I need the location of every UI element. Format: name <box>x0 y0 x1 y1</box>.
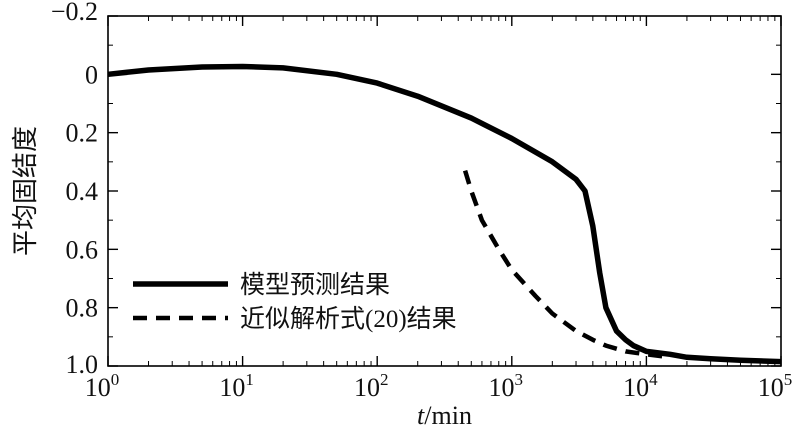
x-tick-exponent: 1 <box>245 370 254 389</box>
series-analytic-line <box>462 169 671 360</box>
x-tick-label: 105 <box>758 370 793 402</box>
x-tick-exponent: 0 <box>111 370 120 389</box>
x-tick-label: 103 <box>489 370 524 402</box>
y-tick-label: 0.4 <box>66 177 99 206</box>
x-axis-label-unit: /min <box>424 401 472 430</box>
legend-label-analytic: 近似解析式(20)结果 <box>240 305 457 333</box>
legend: 模型预测结果 近似解析式(20)结果 <box>133 271 457 333</box>
legend-label-model: 模型预测结果 <box>240 271 390 299</box>
x-tick-exponent: 5 <box>784 370 793 389</box>
x-tick-exponent: 2 <box>380 370 389 389</box>
x-tick-base: 10 <box>354 373 380 402</box>
x-tick-base: 10 <box>623 373 649 402</box>
x-tick-base: 10 <box>489 373 515 402</box>
x-tick-label: 104 <box>623 370 658 402</box>
x-tick-label: 100 <box>85 370 120 402</box>
x-tick-base: 10 <box>85 373 111 402</box>
y-tick-label: 1.0 <box>66 350 99 379</box>
y-tick-labels: −0.2 0 0.2 0.4 0.6 0.8 1.0 <box>51 0 98 379</box>
x-tick-base: 10 <box>758 373 784 402</box>
y-tick-label: 0.2 <box>66 119 99 148</box>
tick-marks <box>107 15 782 367</box>
x-tick-label: 102 <box>354 370 389 402</box>
x-tick-exponent: 4 <box>649 370 658 389</box>
x-axis-label-var: t <box>417 401 425 430</box>
x-axis-label: t/min <box>417 401 472 430</box>
y-tick-label: 0.8 <box>66 294 99 323</box>
y-axis-label: 平均固结度 <box>11 126 40 256</box>
y-tick-label: −0.2 <box>51 0 98 26</box>
series-model-line <box>107 63 782 365</box>
series-layer <box>107 63 782 365</box>
x-tick-label: 101 <box>219 370 254 402</box>
y-tick-label: 0.6 <box>66 235 99 264</box>
x-tick-base: 10 <box>219 373 245 402</box>
x-tick-labels: 100 101 102 103 104 105 <box>85 370 793 402</box>
x-tick-exponent: 3 <box>515 370 524 389</box>
y-tick-label: 0 <box>85 60 98 89</box>
